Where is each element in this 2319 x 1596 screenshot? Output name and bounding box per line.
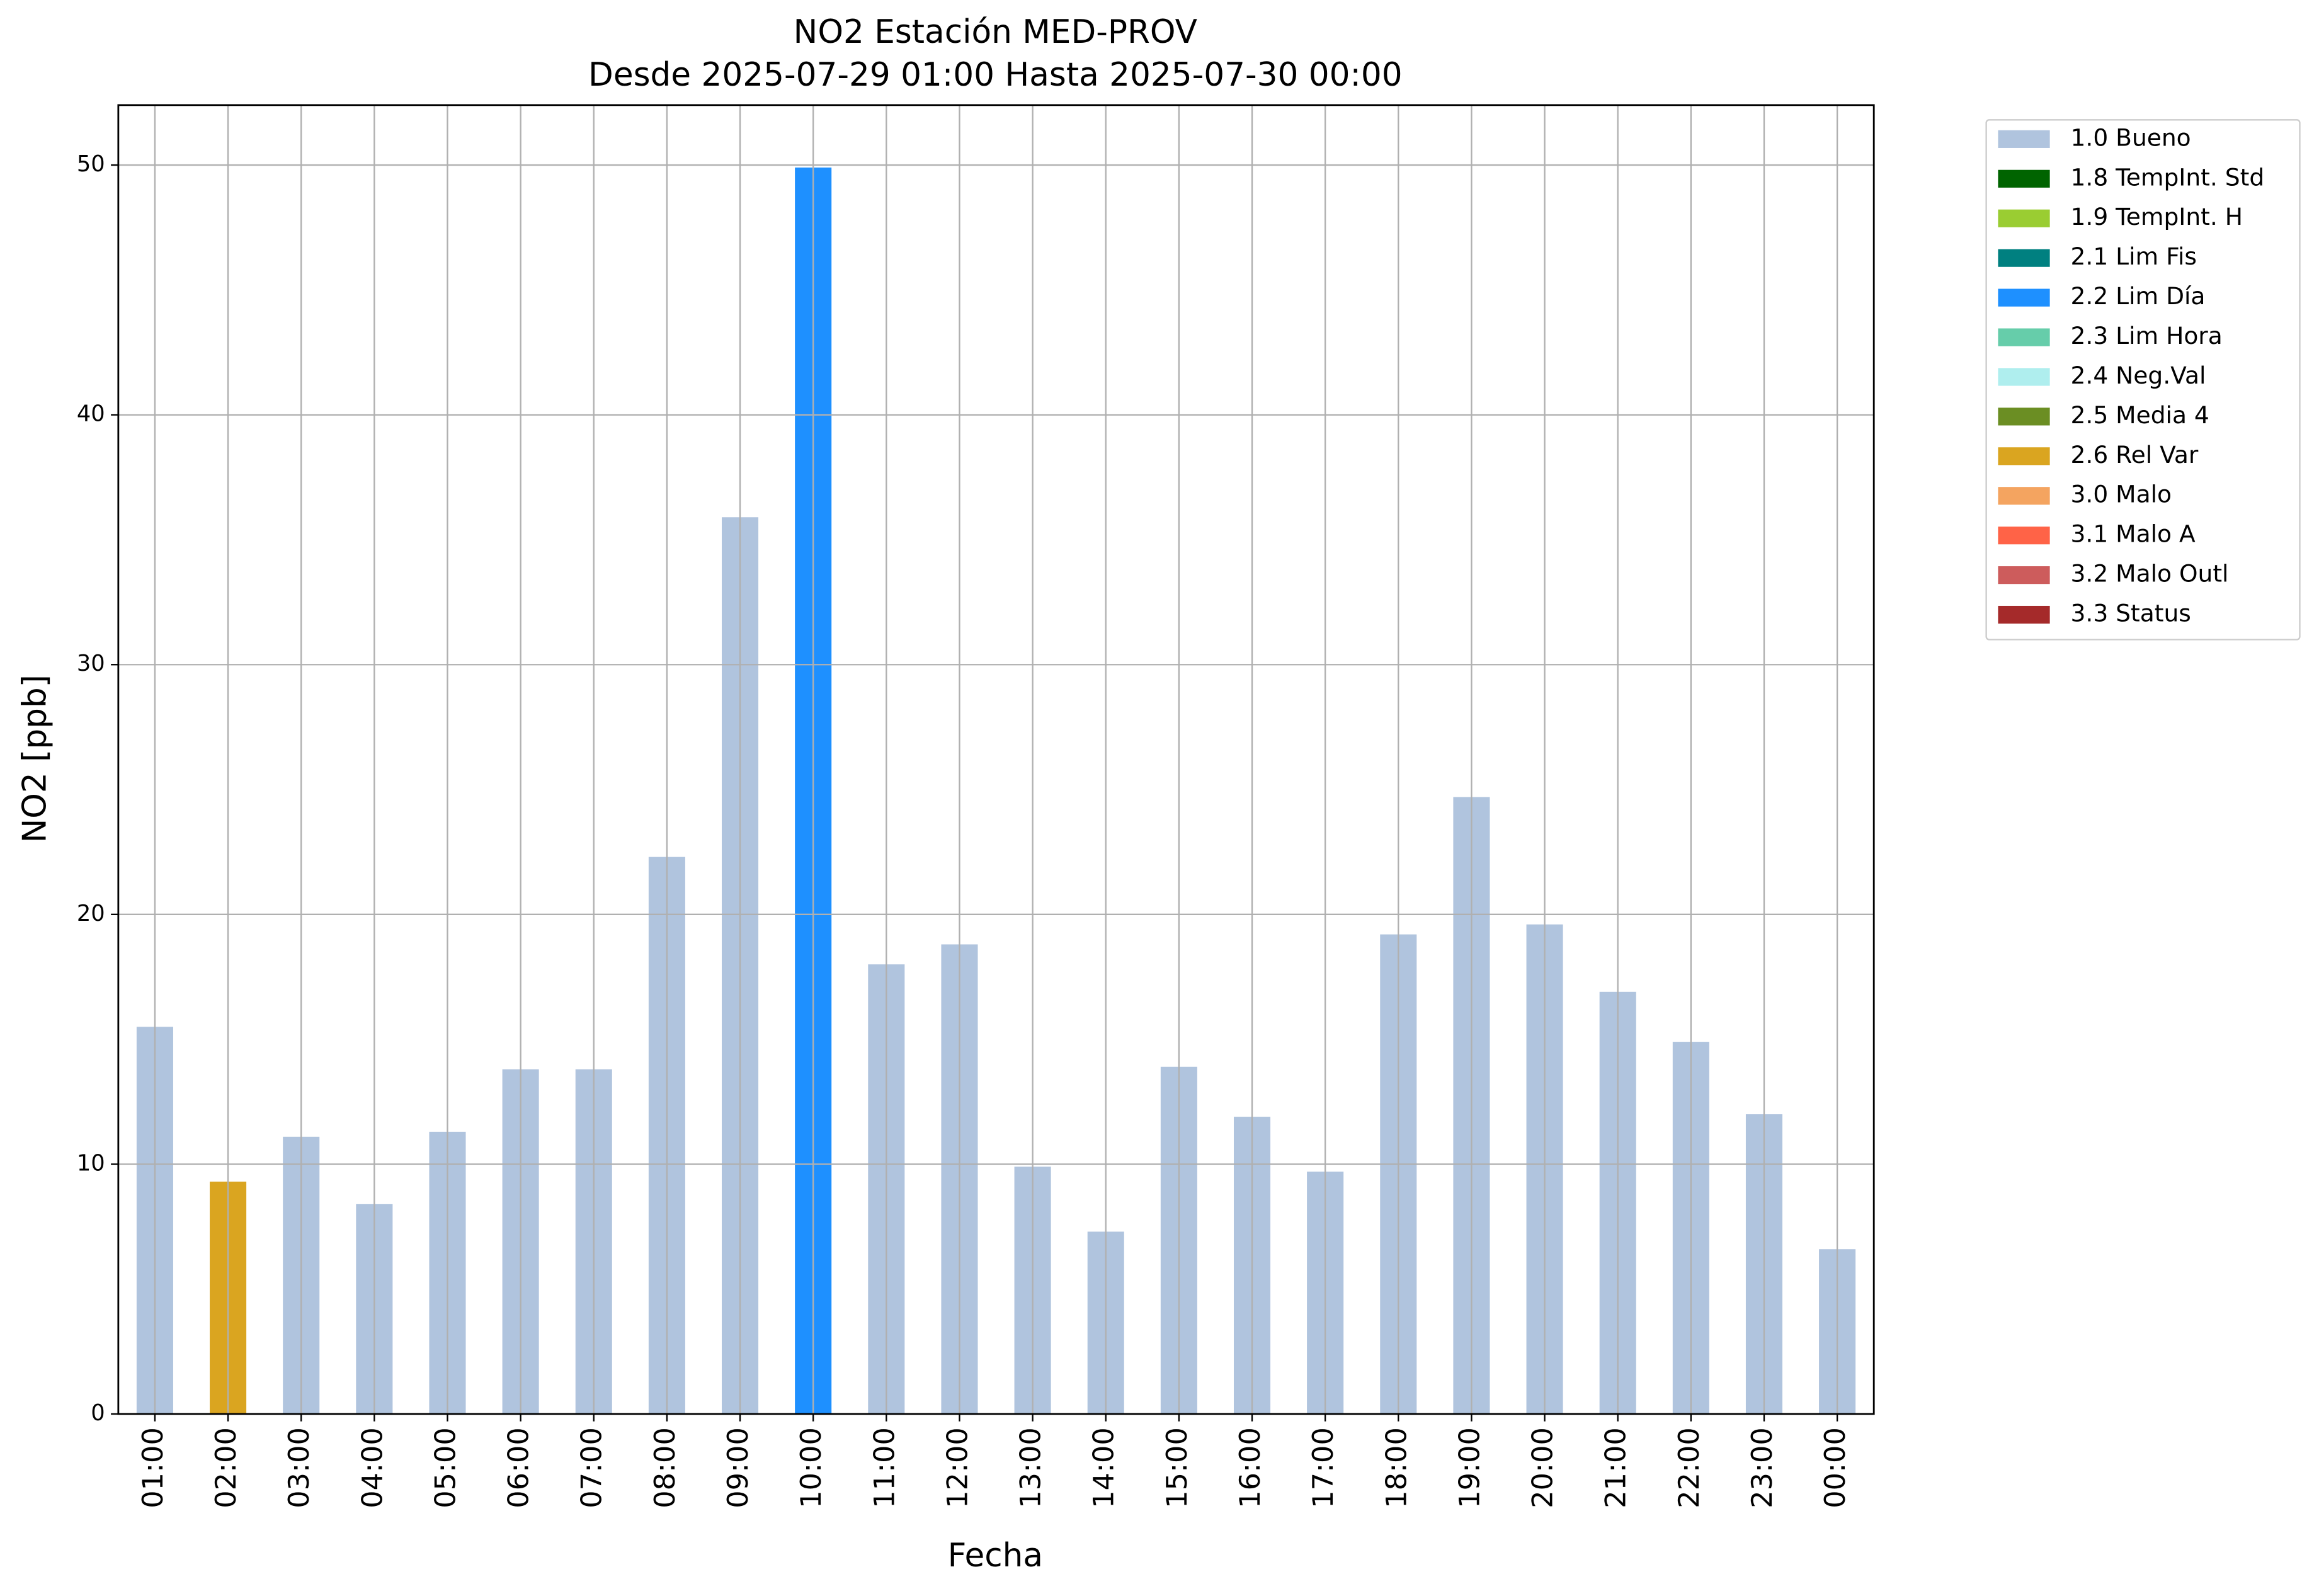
x-tick-label: 15:00	[1161, 1427, 1194, 1508]
x-tick-label: 06:00	[503, 1427, 535, 1508]
legend-label: 2.5 Media 4	[2071, 401, 2209, 429]
x-tick-label: 11:00	[868, 1427, 901, 1508]
x-axis-label: Fecha	[948, 1537, 1043, 1575]
x-tick-label: 16:00	[1234, 1427, 1267, 1508]
legend-label: 2.1 Lim Fis	[2071, 242, 2197, 270]
legend-box	[1985, 119, 2301, 641]
legend-label: 3.3 Status	[2071, 600, 2191, 627]
x-tick-label: 08:00	[649, 1427, 681, 1508]
legend-label: 1.8 TempInt. Std	[2071, 163, 2265, 191]
x-tick-label: 17:00	[1307, 1427, 1340, 1508]
x-tick-label: 03:00	[283, 1427, 316, 1508]
legend-swatch	[1998, 408, 2050, 426]
x-tick-label: 14:00	[1088, 1427, 1120, 1508]
y-tick-label: 30	[77, 651, 105, 676]
legend-label: 2.4 Neg.Val	[2071, 362, 2206, 389]
legend-swatch	[1998, 328, 2050, 346]
x-tick-label: 05:00	[429, 1427, 462, 1508]
legend-swatch	[1998, 288, 2050, 307]
y-tick-label: 40	[77, 401, 105, 427]
legend-swatch	[1998, 169, 2050, 188]
legend-label: 1.0 Bueno	[2071, 123, 2191, 151]
legend-label: 2.6 Rel Var	[2071, 441, 2199, 469]
y-tick-label: 0	[91, 1400, 105, 1426]
x-tick-label: 07:00	[576, 1427, 608, 1508]
legend-label: 2.3 Lim Hora	[2071, 322, 2223, 350]
legend-label: 3.2 Malo Outl	[2071, 560, 2229, 588]
y-tick-label: 50	[77, 151, 105, 177]
x-tick-label: 23:00	[1746, 1427, 1779, 1508]
legend-label: 3.0 Malo	[2071, 481, 2172, 508]
y-tick-label: 20	[77, 901, 105, 926]
legend-swatch	[1998, 527, 2050, 545]
x-tick-label: 19:00	[1453, 1427, 1486, 1508]
chart-subtitle: Desde 2025-07-29 01:00 Hasta 2025-07-30 …	[588, 56, 1403, 94]
x-tick-label: 21:00	[1600, 1427, 1632, 1508]
legend-swatch	[1998, 209, 2050, 227]
x-tick-label: 04:00	[356, 1427, 389, 1508]
x-tick-label: 18:00	[1380, 1427, 1413, 1508]
legend-swatch	[1998, 447, 2050, 465]
legend-label: 1.9 TempInt. H	[2071, 203, 2243, 231]
legend-label: 2.2 Lim Día	[2071, 282, 2206, 310]
legend-swatch	[1998, 249, 2050, 267]
legend-swatch	[1998, 368, 2050, 386]
x-tick-label: 22:00	[1673, 1427, 1706, 1508]
x-tick-label: 01:00	[137, 1427, 169, 1508]
x-tick-label: 02:00	[210, 1427, 242, 1508]
x-tick-label: 20:00	[1527, 1427, 1559, 1508]
x-tick-label: 09:00	[722, 1427, 755, 1508]
legend-swatch	[1998, 566, 2050, 584]
legend-label: 3.1 Malo A	[2071, 520, 2196, 548]
chart-title: NO2 Estación MED-PROV	[794, 13, 1197, 51]
legend-swatch	[1998, 487, 2050, 505]
x-tick-label: 13:00	[1015, 1427, 1047, 1508]
y-axis-label: NO2 [ppb]	[16, 675, 54, 843]
y-tick-label: 10	[77, 1150, 105, 1176]
legend-swatch	[1998, 605, 2050, 624]
x-tick-label: 00:00	[1819, 1427, 1852, 1508]
plot-frame	[117, 104, 1875, 1415]
legend-swatch	[1998, 130, 2050, 148]
x-tick-label: 12:00	[941, 1427, 974, 1508]
x-tick-label: 10:00	[795, 1427, 828, 1508]
